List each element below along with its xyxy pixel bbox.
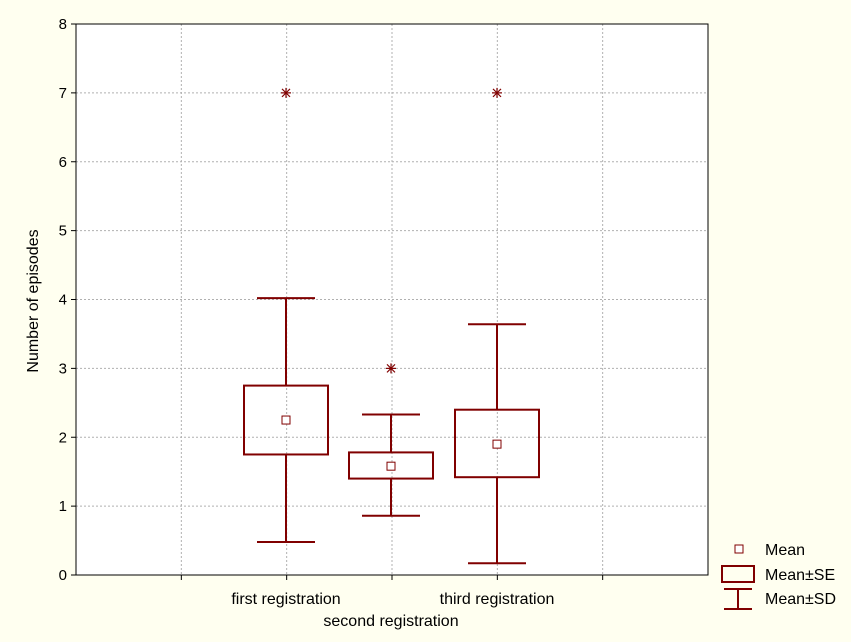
legend-sd-symbol — [724, 588, 752, 610]
legend: Mean Mean±SE Mean±SD — [721, 542, 836, 610]
y-tick-label: 8 — [59, 16, 67, 33]
se-box — [243, 384, 329, 456]
legend-mean-label: Mean — [765, 542, 805, 559]
mean-marker — [281, 415, 291, 425]
x-tick-label: second registration — [323, 613, 458, 630]
y-tick-label: 6 — [59, 154, 67, 171]
outlier-point — [492, 87, 502, 98]
legend-se-label: Mean±SE — [765, 567, 835, 584]
box-2 — [348, 363, 434, 517]
x-tick-label: first registration — [231, 591, 340, 608]
axes: 0 1 2 3 4 5 6 7 8 first registration second regist… — [59, 16, 709, 630]
legend-se-symbol — [721, 565, 755, 583]
box-1 — [243, 87, 329, 543]
outlier-point — [386, 363, 396, 374]
x-tick-label: third registration — [440, 591, 555, 608]
se-box — [348, 451, 434, 480]
y-tick-label: 7 — [59, 85, 67, 102]
legend-mean-symbol — [734, 544, 744, 554]
y-tick-label: 0 — [59, 567, 67, 584]
mean-marker — [386, 461, 396, 471]
y-tick-label: 3 — [59, 360, 67, 377]
y-tick-label: 5 — [59, 223, 67, 240]
y-tick-label: 1 — [59, 498, 67, 515]
se-box — [454, 408, 540, 479]
data-marks — [243, 87, 540, 565]
outlier-point — [281, 87, 291, 98]
box-3 — [454, 87, 540, 565]
mean-marker — [492, 439, 502, 449]
plot-frame — [75, 23, 709, 576]
legend-sd-label: Mean±SD — [765, 591, 836, 608]
y-tick-label: 4 — [59, 292, 67, 309]
y-axis-label: Number of episodes — [25, 229, 42, 372]
y-tick-label: 2 — [59, 429, 67, 446]
